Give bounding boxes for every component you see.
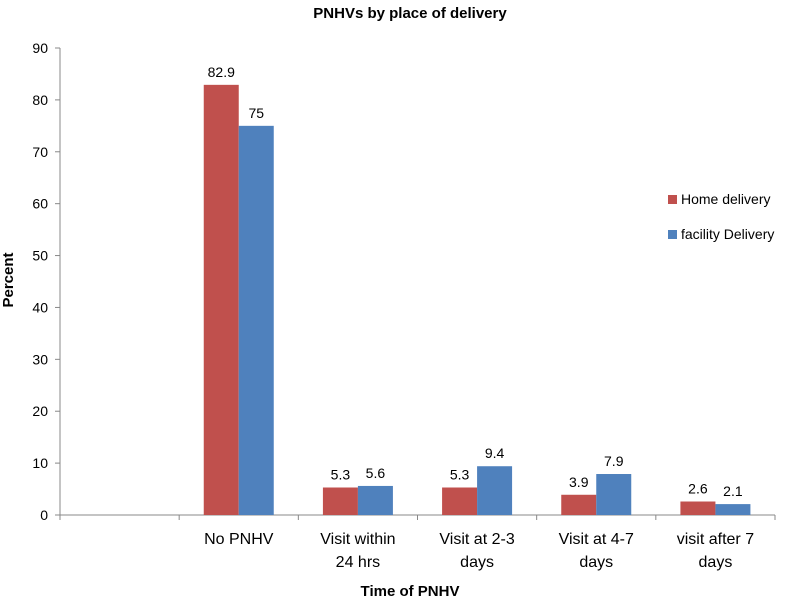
y-tick-label: 40 bbox=[32, 299, 48, 315]
bar bbox=[561, 494, 597, 515]
data-label: 75 bbox=[248, 105, 264, 121]
legend-swatch bbox=[668, 230, 677, 239]
chart-title: PNHVs by place of delivery bbox=[313, 5, 507, 22]
y-tick-label: 0 bbox=[40, 507, 48, 523]
data-label: 5.3 bbox=[450, 466, 470, 482]
y-axis-label: Percent bbox=[0, 252, 17, 307]
data-label: 5.6 bbox=[366, 465, 386, 481]
y-tick-label: 20 bbox=[32, 403, 48, 419]
x-tick-label: No PNHV bbox=[204, 531, 274, 548]
x-tick-label: Visit at 4-7 days bbox=[559, 531, 634, 571]
bar bbox=[238, 125, 274, 515]
legend-label: facility Delivery bbox=[681, 226, 774, 242]
bar bbox=[680, 501, 716, 515]
legend-label: Home delivery bbox=[681, 191, 770, 207]
bar bbox=[442, 487, 478, 515]
data-label: 2.1 bbox=[723, 483, 743, 499]
plot-area: 0 10 20 30 40 50 60 70 80 90 No PNHV Visit within 24… bbox=[32, 40, 776, 571]
bar bbox=[596, 474, 632, 515]
y-tick-label: 10 bbox=[32, 455, 48, 471]
y-tick-label: 90 bbox=[32, 40, 48, 56]
y-tick-label: 30 bbox=[32, 351, 48, 367]
data-label: 3.9 bbox=[569, 474, 589, 490]
x-tick-label: visit after 7 days bbox=[677, 531, 754, 571]
x-tick-label: Visit within 24 hrs bbox=[320, 531, 395, 571]
bar bbox=[203, 84, 239, 515]
bar bbox=[715, 504, 751, 515]
x-axis-label: Time of PNHV bbox=[361, 583, 460, 600]
bar bbox=[477, 466, 513, 515]
legend: Home delivery facility Delivery bbox=[668, 191, 774, 242]
data-label: 82.9 bbox=[208, 64, 235, 80]
y-tick-label: 80 bbox=[32, 92, 48, 108]
y-tick-label: 70 bbox=[32, 144, 48, 160]
data-label: 5.3 bbox=[331, 466, 351, 482]
y-tick-label: 60 bbox=[32, 196, 48, 212]
data-label: 9.4 bbox=[485, 445, 505, 461]
data-label: 2.6 bbox=[688, 481, 708, 497]
y-tick-label: 50 bbox=[32, 248, 48, 264]
data-label: 7.9 bbox=[604, 453, 624, 469]
x-tick-label: Visit at 2-3 days bbox=[439, 531, 514, 571]
bar bbox=[322, 487, 358, 515]
bar bbox=[357, 485, 393, 515]
legend-swatch bbox=[668, 195, 677, 204]
